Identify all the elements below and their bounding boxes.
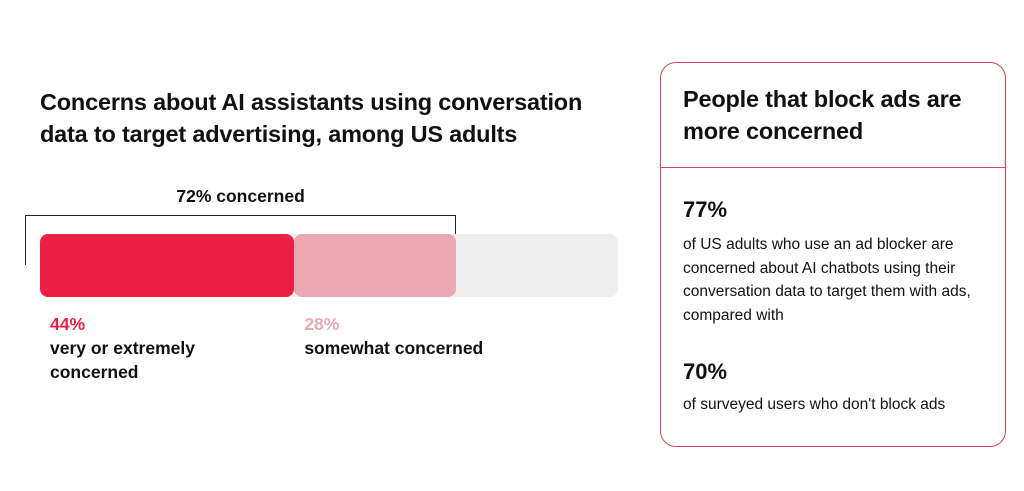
segment-percent: 28% bbox=[304, 314, 340, 334]
segment-description: somewhat concerned bbox=[304, 338, 484, 358]
stat-desc-adblock: of US adults who use an ad blocker are c… bbox=[683, 236, 971, 324]
chart-title: Concerns about AI assistants using conve… bbox=[40, 89, 583, 147]
side-panel: People that block ads are more concerned… bbox=[660, 62, 1006, 447]
segment-description: very or extremely concerned bbox=[50, 338, 195, 382]
segment-label-1: 44% very or extremely concerned bbox=[50, 312, 250, 384]
stat-value-adblock: 77% bbox=[683, 197, 728, 222]
stat-value-no-adblock: 70% bbox=[683, 359, 728, 384]
bar-segment-1 bbox=[40, 234, 295, 297]
segment-label-2: 28% somewhat concerned bbox=[304, 312, 504, 360]
panel-divider bbox=[661, 167, 1005, 168]
bar-segment-2 bbox=[294, 234, 457, 297]
bracket-label: 72% concerned bbox=[176, 186, 305, 206]
stat-desc-no-adblock: of surveyed users who don't block ads bbox=[683, 396, 946, 413]
segment-percent: 44% bbox=[50, 314, 86, 334]
panel-title: People that block ads are more concerned bbox=[683, 86, 962, 144]
